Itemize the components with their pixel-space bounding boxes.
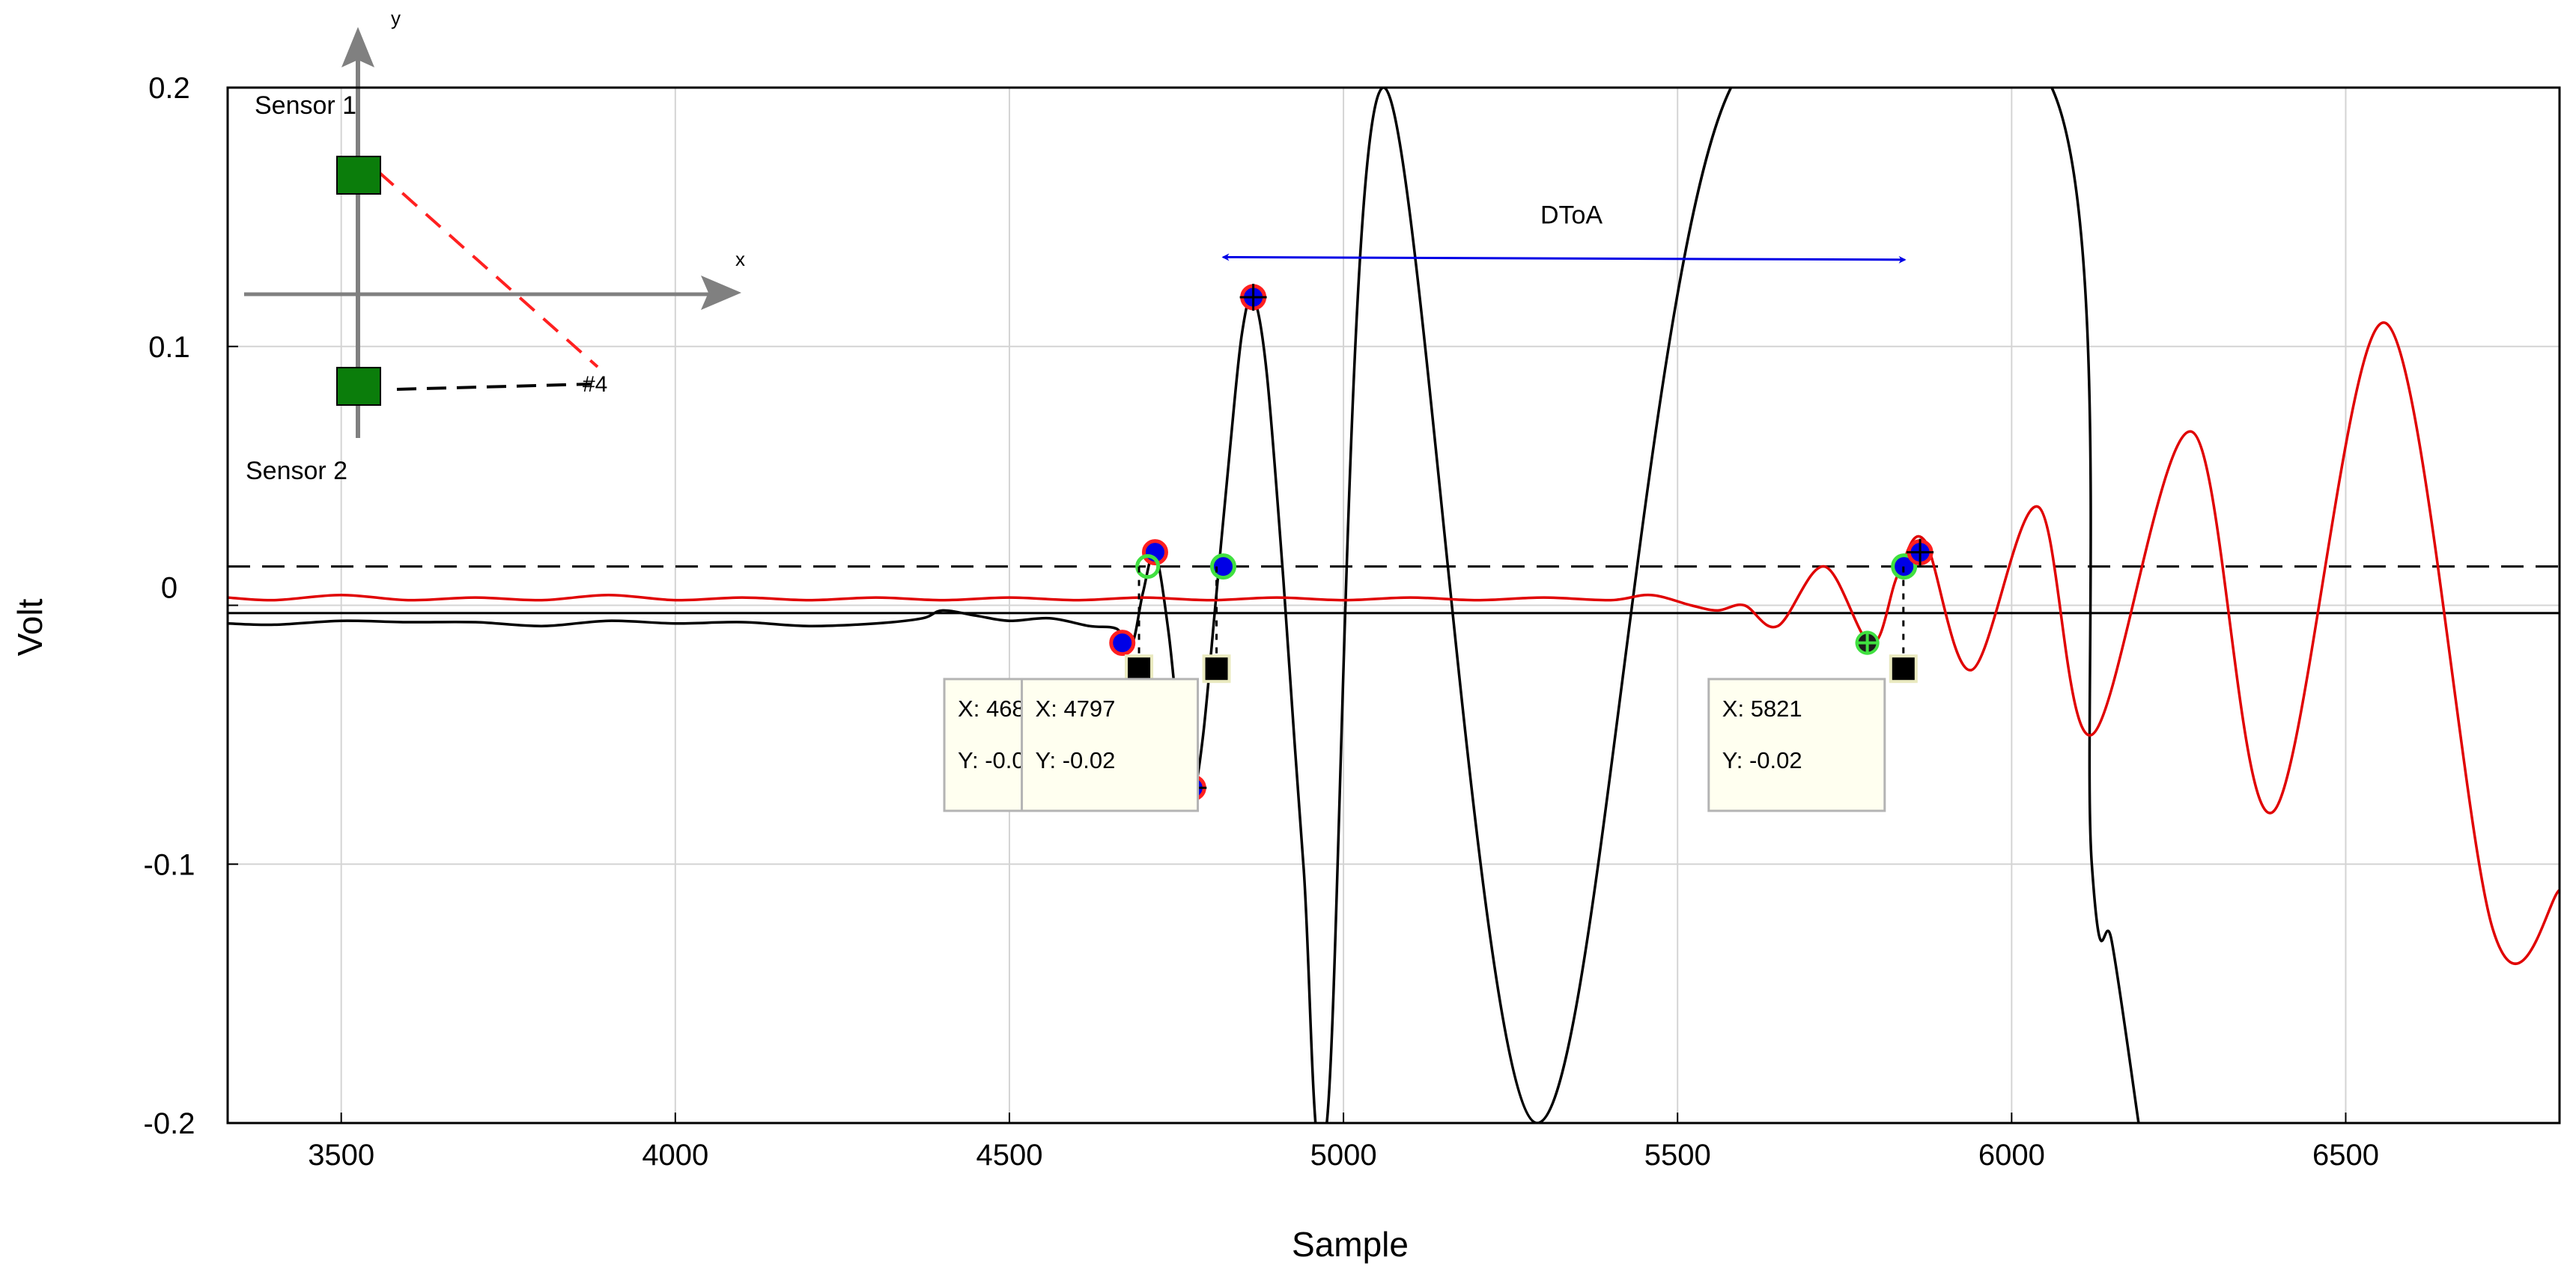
sensor1-label: Sensor 1 bbox=[255, 91, 356, 120]
reference-lines bbox=[228, 565, 2560, 615]
series-layer bbox=[228, 88, 2560, 1123]
y-tick-label: -0.1 bbox=[144, 848, 195, 881]
datatip-y-value: Y: -0.02 bbox=[1036, 747, 1116, 773]
x-tick-label: 6500 bbox=[2312, 1139, 2379, 1172]
peak-marker bbox=[1135, 554, 1161, 579]
x-tick-label: 3500 bbox=[308, 1139, 374, 1172]
tick-labels: 3500 4000 4500 5000 5500 6000 6500 0.2 0.1 0 -0.1 -… bbox=[144, 72, 2379, 1172]
series-sensor1-line bbox=[228, 88, 2140, 1123]
datatip-x-value: X: 5821 bbox=[1722, 696, 1802, 722]
inset-y-arrowhead bbox=[341, 27, 374, 67]
marker-dot bbox=[1109, 630, 1136, 657]
dtoa-label: DToA bbox=[1540, 201, 1603, 229]
datatip-box: X: 4797 Y: -0.02 bbox=[1021, 678, 1200, 812]
marker-dot bbox=[1209, 553, 1236, 580]
x-tick-label: 4500 bbox=[976, 1139, 1042, 1172]
event-label: #4 bbox=[583, 372, 607, 397]
sensor1-path-line bbox=[377, 171, 599, 368]
dtoa-arrow bbox=[1221, 253, 1907, 264]
datatip-anchor bbox=[1889, 566, 1918, 684]
peak-marker bbox=[1855, 630, 1880, 655]
sensor2-icon bbox=[336, 367, 381, 406]
series-sensor2-line bbox=[228, 321, 2560, 965]
anchor-square bbox=[1202, 654, 1231, 684]
marker-ring bbox=[1135, 554, 1161, 579]
datatip-x-value: X: 4797 bbox=[1036, 696, 1116, 722]
inset-y-label: y bbox=[391, 7, 401, 29]
sensor2-path-line bbox=[396, 383, 592, 391]
x-tick-label: 5000 bbox=[1310, 1139, 1377, 1172]
y-tick-label: 0 bbox=[161, 572, 177, 605]
x-tick-label: 4000 bbox=[642, 1139, 708, 1172]
datatip-anchor bbox=[1125, 566, 1154, 684]
y-tick-label: -0.2 bbox=[144, 1107, 195, 1140]
y-axis-label: Volt bbox=[10, 598, 49, 656]
anchor-square bbox=[1889, 654, 1918, 684]
sensor-layout-inset: y x Sensor 1 Sensor 2 #4 bbox=[244, 7, 745, 485]
peak-marker bbox=[1239, 284, 1267, 311]
datatip-anchor bbox=[1202, 566, 1231, 684]
datatip-background bbox=[1707, 678, 1886, 812]
datatip-y-value: Y: -0.02 bbox=[1722, 747, 1802, 773]
x-tick-label: 5500 bbox=[1644, 1139, 1711, 1172]
y-tick-label: 0.1 bbox=[148, 331, 190, 364]
x-axis-label: Sample bbox=[1292, 1225, 1409, 1264]
datatip-box: X: 5821 Y: -0.02 bbox=[1707, 678, 1886, 812]
peak-marker bbox=[1907, 538, 1934, 566]
x-tick-label: 6000 bbox=[1978, 1139, 2045, 1172]
inset-x-label: x bbox=[735, 248, 745, 270]
peak-marker bbox=[1209, 553, 1236, 580]
sensor2-label: Sensor 2 bbox=[246, 457, 347, 485]
inset-x-arrowhead bbox=[701, 276, 741, 310]
peak-marker bbox=[1109, 630, 1136, 657]
dtoa-arrow-layer: DToA bbox=[1221, 201, 1907, 264]
sensor1-icon bbox=[336, 156, 381, 195]
y-tick-label: 0.2 bbox=[148, 72, 190, 105]
anchor-square bbox=[1125, 654, 1154, 684]
datatip-background bbox=[1021, 678, 1200, 812]
